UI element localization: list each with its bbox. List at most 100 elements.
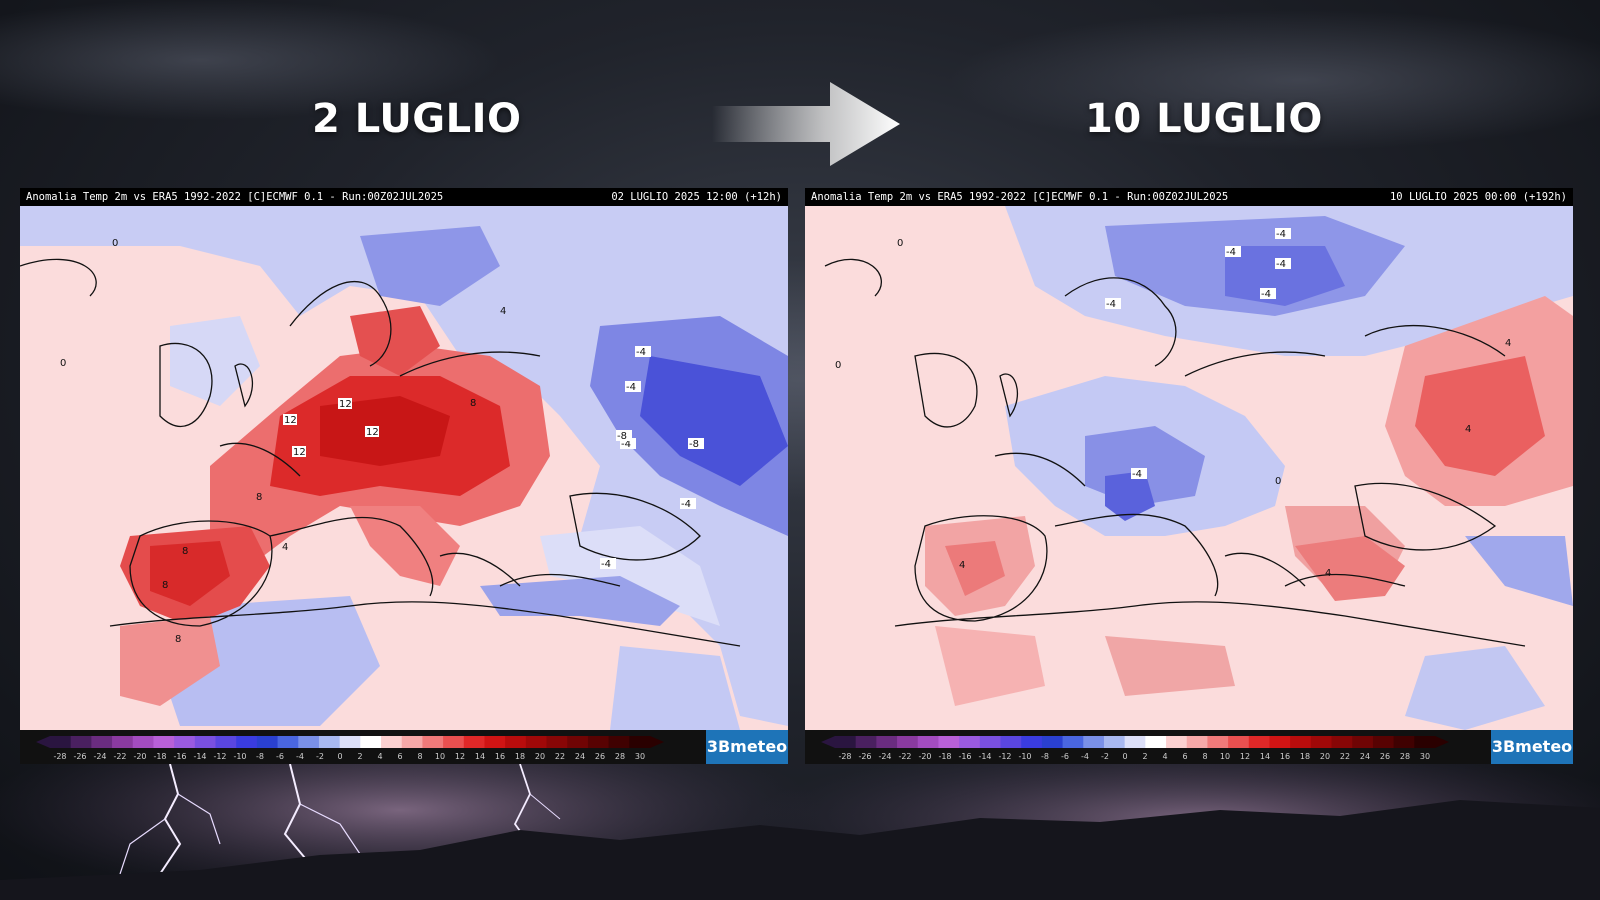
colorbar-cell <box>608 736 630 748</box>
colorbar-cell <box>484 736 506 748</box>
colorbar-arrow-right <box>650 736 664 748</box>
colorbar-cell <box>1145 736 1167 748</box>
colorbar-cell <box>132 736 154 748</box>
colorbar-tick-label: 26 <box>1380 752 1390 761</box>
colorbar-tick-label: -2 <box>316 752 324 761</box>
contour-label: 8 <box>182 546 188 557</box>
colorbar-scale: -28 -26 -24 -22 -20 -18 -16 -14 -12 -10 -8 -6 -4 -2 0 2… <box>36 736 664 761</box>
contour-label: -4 <box>626 382 636 393</box>
colorbar-tick-label: -12 <box>998 752 1011 761</box>
colorbar-tick-label: -22 <box>898 752 911 761</box>
colorbar-cell <box>1393 736 1415 748</box>
colorbar-tick-label: 2 <box>1142 752 1147 761</box>
colorbar-tick-label: -14 <box>193 752 206 761</box>
colorbar-tick-label: 20 <box>1320 752 1330 761</box>
contour-label: 12 <box>339 399 352 410</box>
colorbar-tick-label: 10 <box>435 752 445 761</box>
contour-label: -4 <box>621 439 631 450</box>
contour-label: 4 <box>500 306 506 317</box>
colorbar-tick-label: 16 <box>1280 752 1290 761</box>
colorbar-cell <box>277 736 299 748</box>
colorbar-tick-label: 12 <box>1240 752 1250 761</box>
date-heading-right: 10 LUGLIO <box>1085 96 1323 142</box>
colorbar-cell <box>50 736 72 748</box>
colorbar-tick-label: -26 <box>73 752 86 761</box>
colorbar-tick-label: -12 <box>213 752 226 761</box>
panel-title: Anomalia Temp 2m vs ERA5 1992-2022 [C]EC… <box>26 191 444 203</box>
colorbar-tick-label: -8 <box>256 752 264 761</box>
colorbar-cell <box>381 736 403 748</box>
colorbar-cell <box>236 736 258 748</box>
colorbar-cell <box>215 736 237 748</box>
colorbar-tick-label: 14 <box>475 752 485 761</box>
colorbar-tick-label: 22 <box>555 752 565 761</box>
contour-label: 12 <box>366 427 379 438</box>
colorbar-cell <box>629 736 651 748</box>
contour-label: 0 <box>897 238 903 249</box>
contour-label: 4 <box>1465 424 1471 435</box>
colorbar-tick-label: 18 <box>515 752 525 761</box>
colorbar-cell <box>1310 736 1333 748</box>
colorbar-cell <box>1248 736 1270 748</box>
brand-logo: 3Bmeteo <box>706 730 788 764</box>
colorbar-tick-label: 4 <box>1162 752 1167 761</box>
colorbar-cell <box>1228 736 1250 748</box>
brand-logo: 3Bmeteo <box>1491 730 1573 764</box>
colorbar-tick-label: 16 <box>495 752 505 761</box>
colorbar-tick-label: -4 <box>1081 752 1089 761</box>
colorbar-tick-label: 10 <box>1220 752 1230 761</box>
colorbar-tick-label: -6 <box>1061 752 1069 761</box>
panel-title: Anomalia Temp 2m vs ERA5 1992-2022 [C]EC… <box>811 191 1229 203</box>
colorbar-cell <box>1021 736 1043 748</box>
map-panel-left: Anomalia Temp 2m vs ERA5 1992-2022 [C]EC… <box>20 188 788 764</box>
colorbar-cell <box>835 736 857 748</box>
contour-label: 0 <box>112 238 118 249</box>
colorbar-cell <box>401 736 423 748</box>
anomaly-map: -4 -4 -4 -4 -4 4 4 4 4 -4 0 0 0 <box>805 206 1573 730</box>
colorbar-cell <box>1103 736 1126 748</box>
colorbar-cell <box>938 736 960 748</box>
panel-header: Anomalia Temp 2m vs ERA5 1992-2022 [C]EC… <box>20 188 788 206</box>
colorbar-tick-label: 28 <box>1400 752 1410 761</box>
colorbar-tick-label: -24 <box>878 752 891 761</box>
contour-label: -4 <box>1106 299 1116 310</box>
contour-label: -4 <box>1132 469 1142 480</box>
colorbar-tick-label: 30 <box>1420 752 1430 761</box>
colorbar-cell <box>70 736 92 748</box>
colorbar-cell <box>1269 736 1291 748</box>
colorbar-tick-label: -14 <box>978 752 991 761</box>
colorbar-cell <box>194 736 217 748</box>
contour-label: 12 <box>284 415 297 426</box>
colorbar-cell <box>298 736 320 748</box>
colorbar-tick-label: -20 <box>918 752 931 761</box>
colorbar-tick-label: -10 <box>233 752 246 761</box>
panel-valid-time: 10 LUGLIO 2025 00:00 (+192h) <box>1389 191 1567 203</box>
colorbar-tick-label: 28 <box>615 752 625 761</box>
colorbar-cell <box>112 736 134 748</box>
colorbar-tick-label: 8 <box>1202 752 1207 761</box>
colorbar-cell <box>443 736 465 748</box>
colorbar-tick-label: 30 <box>635 752 645 761</box>
colorbar-arrow-left <box>821 736 835 748</box>
colorbar-cell <box>917 736 939 748</box>
colorbar-tick-label: -18 <box>938 752 951 761</box>
map-panel-right: Anomalia Temp 2m vs ERA5 1992-2022 [C]EC… <box>805 188 1573 764</box>
colorbar-cell <box>876 736 898 748</box>
contour-label: -8 <box>617 431 627 442</box>
colorbar-cell <box>1124 736 1146 748</box>
colorbar-tick-label: -4 <box>296 752 304 761</box>
colorbar-tick-label: -16 <box>958 752 971 761</box>
contour-label: 8 <box>470 398 476 409</box>
mountain-silhouette <box>0 800 1600 900</box>
colorbar-tick-label: 14 <box>1260 752 1270 761</box>
date-heading-left: 2 LUGLIO <box>312 96 522 142</box>
contour-label: 4 <box>282 542 288 553</box>
lightning-decoration <box>119 764 561 900</box>
colorbar-tick-label: -26 <box>858 752 871 761</box>
contour-label: -4 <box>681 499 691 510</box>
colorbar-tick-label: -28 <box>53 752 66 761</box>
contour-label: -4 <box>636 347 646 358</box>
colorbar-cell <box>256 736 279 748</box>
colorbar-tick-label: -8 <box>1041 752 1049 761</box>
colorbar-tick-label: 24 <box>1360 752 1370 761</box>
